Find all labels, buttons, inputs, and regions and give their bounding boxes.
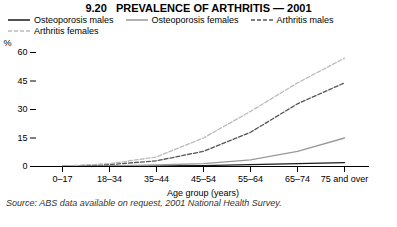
svg-text:65–74: 65–74 — [285, 174, 310, 184]
html-text:Osteoporosis males: Osteoporosis males — [34, 15, 114, 25]
html-text:Arthritis females: Arthritis females — [34, 26, 99, 36]
svg-text:60: 60 — [17, 47, 27, 57]
svg-text:45: 45 — [17, 76, 27, 86]
svg-text:0–17: 0–17 — [52, 174, 72, 184]
html-text:Osteoporosis females: Osteoporosis females — [151, 15, 239, 25]
svg-text:%: % — [4, 38, 12, 48]
svg-text:15: 15 — [17, 133, 27, 143]
svg-text:18–34: 18–34 — [97, 174, 122, 184]
svg-text:45–54: 45–54 — [191, 174, 216, 184]
html-text:Source: ABS data available on: Source: ABS data available on request, 2… — [6, 198, 282, 208]
svg-text:55–64: 55–64 — [238, 174, 263, 184]
html-text:Arthritis males: Arthritis males — [276, 15, 334, 25]
html-text:9.20 PREVALENCE OF ARTHRITIS —: 9.20 PREVALENCE OF ARTHRITIS — 2001 — [85, 2, 312, 14]
svg-text:35–44: 35–44 — [144, 174, 169, 184]
svg-text:75 and over: 75 and over — [321, 174, 369, 184]
svg-text:30: 30 — [17, 104, 27, 114]
svg-text:Age group (years): Age group (years) — [167, 188, 239, 198]
svg-text:0: 0 — [22, 161, 27, 171]
